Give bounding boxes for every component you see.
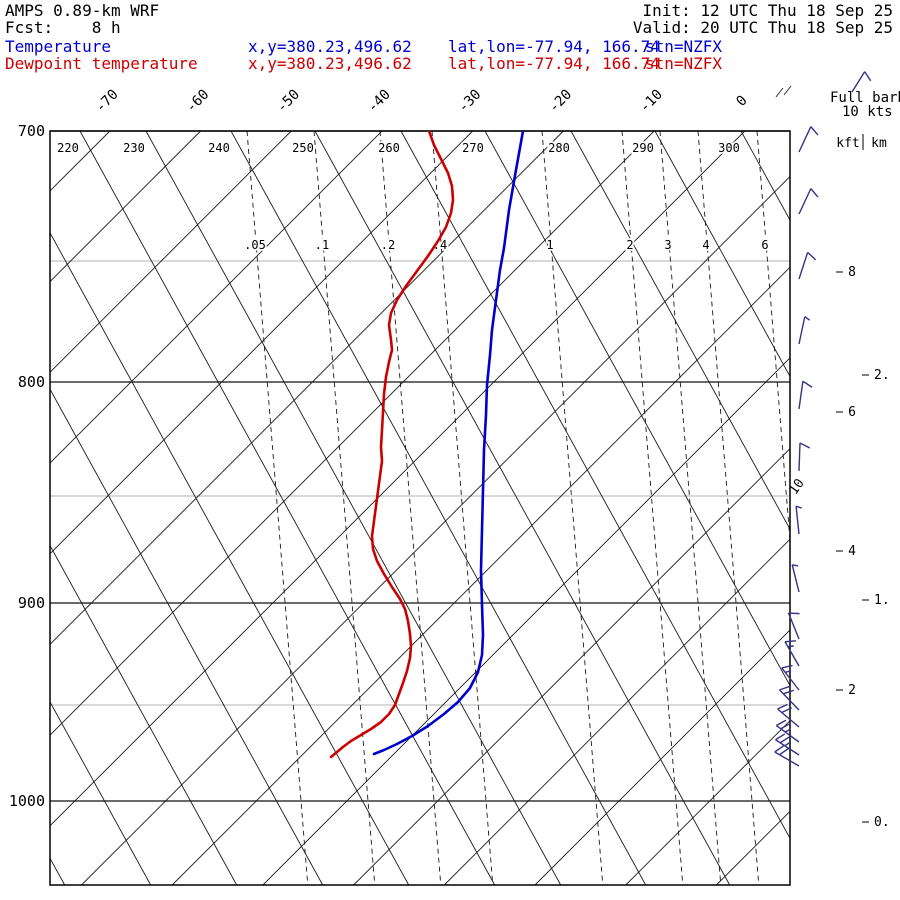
temperature-xy: x,y=380.23,496.62 [248,37,412,56]
svg-text:Full barb:: Full barb: [830,90,900,106]
temperature-label: Temperature [5,37,111,56]
svg-text:4: 4 [848,544,856,559]
svg-text:2: 2 [848,683,856,698]
dry-adiabat-lines [50,131,790,885]
svg-text:6: 6 [848,405,856,420]
svg-text:1000: 1000 [9,792,45,810]
mixing-ratio-lines [246,131,790,885]
svg-text:2: 2 [626,238,633,252]
svg-text:2.: 2. [874,368,890,383]
svg-text:230: 230 [123,141,145,155]
forecast-hour: Fcst: 8 h [5,18,121,37]
svg-text:10 kts: 10 kts [842,104,893,120]
svg-text:-20: -20 [546,87,575,116]
svg-text:-50: -50 [274,87,303,116]
dewpoint-latlon: lat,lon=-77.94, 166.74 [448,54,660,73]
svg-text:kft: kft [836,136,859,151]
svg-text:300: 300 [718,141,740,155]
pressure-axis-labels: 700 800 900 1000 [9,122,45,810]
dewpoint-stn: stn=NZFX [645,54,723,73]
init-time: Init: 12 UTC Thu 18 Sep 25 [642,1,893,20]
valid-time: Valid: 20 UTC Thu 18 Sep 25 [632,18,893,37]
chart-border [49,130,791,886]
temperature-curve [372,131,525,756]
svg-text:-10: -10 [637,87,666,116]
model-title: AMPS 0.89-km WRF [5,1,160,20]
minor-isobar-lines [50,260,790,706]
temperature-latlon: lat,lon=-77.94, 166.74 [448,37,660,56]
svg-text:8: 8 [848,265,856,280]
right-margin-label: 10 [786,476,807,497]
svg-text:km: km [871,136,887,151]
svg-text:270: 270 [462,141,484,155]
svg-text:220: 220 [57,141,79,155]
dewpoint-xy: x,y=380.23,496.62 [248,54,412,73]
svg-text:1: 1 [546,238,553,252]
svg-text:.2: .2 [381,238,395,252]
svg-text:280: 280 [548,141,570,155]
svg-text:-30: -30 [455,87,484,116]
svg-text:800: 800 [18,373,45,391]
svg-text:1.: 1. [874,593,890,608]
svg-text:4: 4 [702,238,709,252]
dewpoint-curve [329,131,455,759]
svg-text:6: 6 [761,238,768,252]
altitude-scale: kft km 8 6 4 2 2. 1. 0. [836,134,890,830]
svg-text:260: 260 [378,141,400,155]
major-isobar-lines [50,130,790,802]
svg-text:10: 10 [786,476,807,497]
barb-fragment [775,85,792,98]
mixing-ratio-labels: .05.1.2.4 1 2 3 4 6 [242,236,770,254]
sounding-curves [329,131,525,759]
svg-text:700: 700 [18,122,45,140]
temperature-axis-labels: -70 -60 -50 -40 -30 -20 -10 0 [92,87,750,116]
svg-text:-60: -60 [183,87,212,116]
svg-text:-40: -40 [365,87,394,116]
svg-text:290: 290 [632,141,654,155]
svg-text:.05: .05 [244,238,266,252]
dry-adiabat-labels: 220 230 240 250 260 270 280 290 300 [55,139,741,157]
svg-text:.1: .1 [315,238,329,252]
svg-text:3: 3 [664,238,671,252]
svg-text:240: 240 [208,141,230,155]
svg-text:900: 900 [18,594,45,612]
svg-text:-70: -70 [92,87,121,116]
dewpoint-label: Dewpoint temperature [5,54,198,73]
temperature-stn: stn=NZFX [645,37,723,56]
svg-text:0: 0 [733,93,750,110]
full-barb-legend: Full barb:10 kts [830,71,900,120]
svg-text:0.: 0. [874,815,890,830]
wind-barb-column [774,126,819,767]
svg-text:250: 250 [292,141,314,155]
